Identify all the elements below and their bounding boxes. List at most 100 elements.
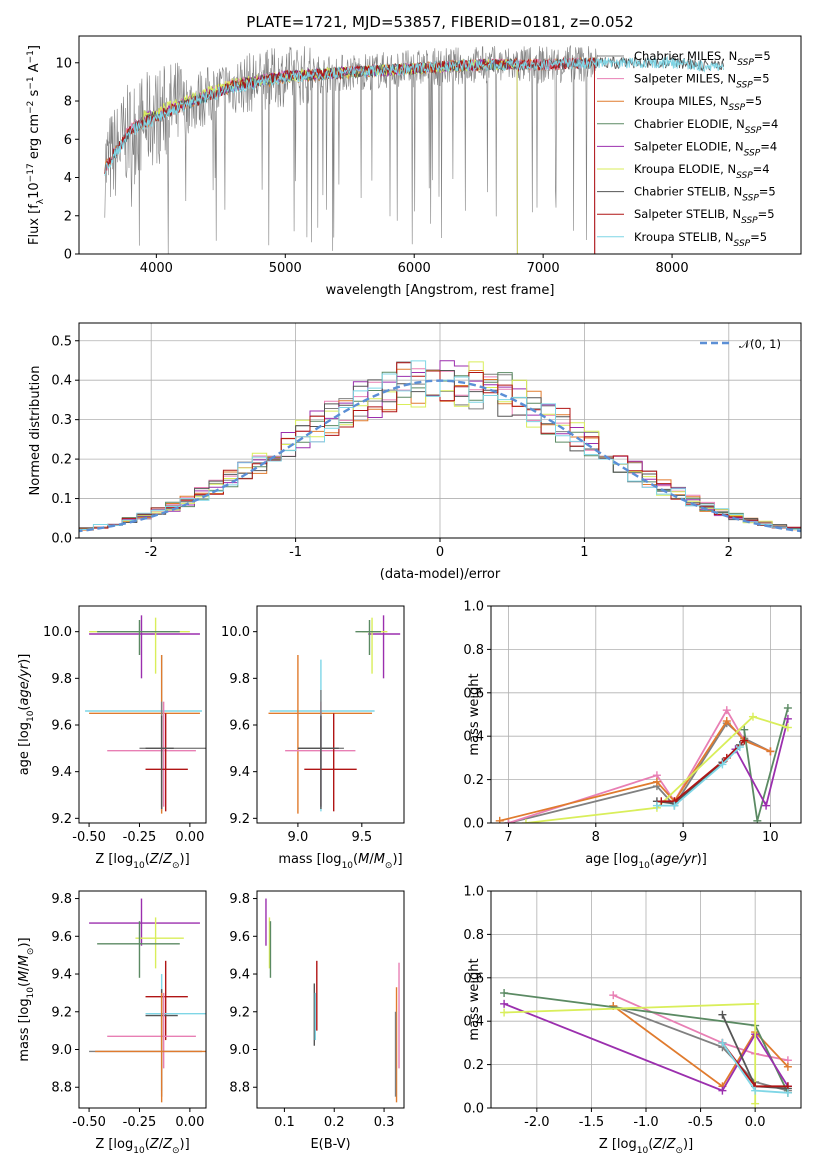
weight-marker bbox=[722, 706, 731, 715]
y-tick-label: 4 bbox=[64, 171, 72, 186]
axes-box bbox=[490, 605, 802, 824]
weight-marker bbox=[740, 736, 749, 745]
y-tick-label: 9.8 bbox=[229, 672, 250, 687]
errorbar-salpeter-miles bbox=[107, 992, 196, 1069]
x-tick-label: 2 bbox=[725, 545, 733, 560]
panel-3: -0.50 -0.25 0.00 9.2 9.4 9.6 9.8 10.0 Z [log10(Z… bbox=[17, 605, 207, 871]
data-layer bbox=[104, 45, 725, 254]
y-tick-label: 9.4 bbox=[229, 765, 250, 780]
model-line-kroupa-stelib bbox=[104, 55, 725, 176]
data-layer bbox=[85, 615, 206, 814]
y-tick-label: 0.0 bbox=[463, 1102, 484, 1117]
legend-label: Kroupa STELIB, NSSP=5 bbox=[634, 230, 767, 249]
panel-8: -2.0 -1.5 -1.0 -0.5 0.0 0.0 0.2 0.4 0.6 0.8 1.0 mas… bbox=[463, 885, 802, 1156]
weight-marker bbox=[783, 714, 792, 723]
y-tick-label: 0.4 bbox=[463, 730, 484, 745]
errorbar-chabrier-miles bbox=[139, 701, 206, 807]
legend-label: Kroupa ELODIE, NSSP=4 bbox=[634, 162, 770, 181]
chart-title-1: PLATE=1721, MJD=53857, FIBERID=0181, z=0… bbox=[246, 13, 633, 31]
x-tick-label: -0.25 bbox=[123, 1115, 157, 1130]
weight-line-salpeter-elodie bbox=[503, 1002, 789, 1092]
x-tick-label: -1 bbox=[289, 545, 302, 560]
weight-marker bbox=[751, 1086, 760, 1095]
y-tick-label: 0.4 bbox=[51, 374, 72, 389]
axes-box bbox=[78, 35, 802, 255]
data-layer bbox=[79, 360, 801, 533]
errorbar-salpeter-stelib bbox=[304, 713, 357, 812]
panel-5: 7 8 9 10 0.0 0.2 0.4 0.6 0.8 1.0 mass weight age [l… bbox=[463, 600, 802, 871]
histogram-kroupa-stelib bbox=[79, 360, 801, 533]
errorbar-salpeter-stelib bbox=[145, 960, 188, 1041]
y-tick-label: 0.8 bbox=[463, 643, 484, 658]
y-tick-label: 0.4 bbox=[463, 1015, 484, 1030]
data-layer bbox=[268, 615, 401, 814]
y-tick-label: 9.6 bbox=[51, 719, 72, 734]
x-tick-label: 1 bbox=[580, 545, 588, 560]
weight-line-kroupa-miles bbox=[499, 719, 771, 822]
axes-frame: 9.0 9.5 9.2 9.4 9.6 9.8 10.0 mass [log10(M/M⊙)] bbox=[221, 605, 405, 871]
x-tick-label: 0.2 bbox=[324, 1115, 345, 1130]
weight-marker bbox=[753, 816, 762, 823]
errorbar-salpeter-stelib bbox=[145, 713, 188, 812]
weight-marker bbox=[740, 725, 749, 734]
weight-marker bbox=[652, 777, 661, 786]
weight-line-kroupa-stelib bbox=[656, 746, 741, 807]
x-tick-label: 9 bbox=[679, 830, 687, 845]
axes-frame: -2.0 -1.5 -1.0 -0.5 0.0 0.0 0.2 0.4 0.6 0.8 1.0 mas… bbox=[463, 885, 802, 1156]
y-tick-label: 0 bbox=[64, 248, 72, 263]
weight-marker bbox=[762, 801, 771, 810]
data-layer bbox=[89, 898, 206, 1103]
y-axis-label-6: mass [log10(M/M⊙)] bbox=[17, 937, 36, 1061]
y-tick-label: 8 bbox=[64, 95, 72, 110]
errorbar-kroupa-miles bbox=[95, 992, 206, 1103]
errorbar-salpeter-elodie bbox=[89, 615, 200, 679]
y-tick-label: 9.6 bbox=[229, 719, 250, 734]
legend-label: Chabrier STELIB, NSSP=5 bbox=[634, 185, 776, 204]
y-tick-label: 0.2 bbox=[463, 773, 484, 788]
x-tick-label: 9.0 bbox=[288, 830, 309, 845]
legend-label: 𝒩(0, 1) bbox=[739, 337, 781, 351]
x-tick-label: -1.0 bbox=[633, 1115, 658, 1130]
y-tick-label: 0.6 bbox=[463, 971, 484, 986]
x-tick-label: 0.00 bbox=[175, 830, 204, 845]
panel-2: -2 -1 0 1 2 0.0 0.1 0.2 0.3 0.4 0.5 (data-model)/er… bbox=[28, 322, 802, 582]
panel-7: 0.1 0.2 0.3 8.8 9.0 9.2 9.4 9.6 9.8 E(B-V) bbox=[229, 890, 405, 1152]
y-tick-label: 9.8 bbox=[229, 892, 250, 907]
axes-box bbox=[78, 605, 207, 824]
errorbar-kroupa-stelib bbox=[145, 974, 206, 1092]
x-axis-label: Z [log10(Z/Z⊙)] bbox=[95, 852, 189, 871]
x-axis-label-7: E(B-V) bbox=[310, 1137, 350, 1152]
axes-frame: -0.50 -0.25 0.00 8.8 9.0 9.2 9.4 9.6 9.8 Z [log10… bbox=[17, 890, 207, 1156]
y-axis-label-3: age [log10(age/yr)] bbox=[17, 654, 36, 776]
weight-marker bbox=[670, 801, 679, 810]
weight-marker bbox=[751, 1099, 760, 1108]
data-layer bbox=[500, 988, 792, 1108]
x-tick-label: 7 bbox=[504, 830, 512, 845]
errorbar-chabrier-miles bbox=[89, 1015, 202, 1097]
y-tick-label: 9.2 bbox=[51, 812, 72, 827]
axes-frame: 0.1 0.2 0.3 8.8 9.0 9.2 9.4 9.6 9.8 E(B-V) bbox=[229, 890, 405, 1152]
normal-reference-curve bbox=[79, 379, 801, 533]
y-tick-label: 2 bbox=[64, 209, 72, 224]
errorbar-kroupa-elodie bbox=[135, 917, 184, 969]
y-tick-label: 9.2 bbox=[229, 812, 250, 827]
y-tick-label: 0.0 bbox=[51, 532, 72, 547]
weight-marker bbox=[652, 801, 661, 810]
errorbar-chabrier-stelib bbox=[297, 715, 339, 809]
y-tick-label: 0.6 bbox=[463, 686, 484, 701]
weight-marker bbox=[718, 760, 727, 769]
y-tick-label: 0.2 bbox=[463, 1058, 484, 1073]
x-tick-label: 8000 bbox=[656, 261, 689, 276]
weight-line-salpeter-elodie bbox=[734, 718, 789, 809]
weight-marker bbox=[500, 988, 509, 997]
weight-marker bbox=[500, 999, 509, 1008]
x-tick-label: 10 bbox=[762, 830, 779, 845]
model-line-salpeter-stelib bbox=[104, 56, 596, 254]
weight-line-salpeter-stelib bbox=[661, 739, 745, 803]
y-axis-label-2: Normed distribution bbox=[28, 366, 43, 496]
legend-label: Salpeter ELODIE, NSSP=4 bbox=[634, 139, 777, 158]
y-axis-label-1: Flux [fλ10−17 erg cm−2 s−1 A−1] bbox=[26, 45, 46, 245]
x-tick-label: 0.1 bbox=[274, 1115, 295, 1130]
errorbar-chabrier-stelib bbox=[145, 715, 174, 809]
